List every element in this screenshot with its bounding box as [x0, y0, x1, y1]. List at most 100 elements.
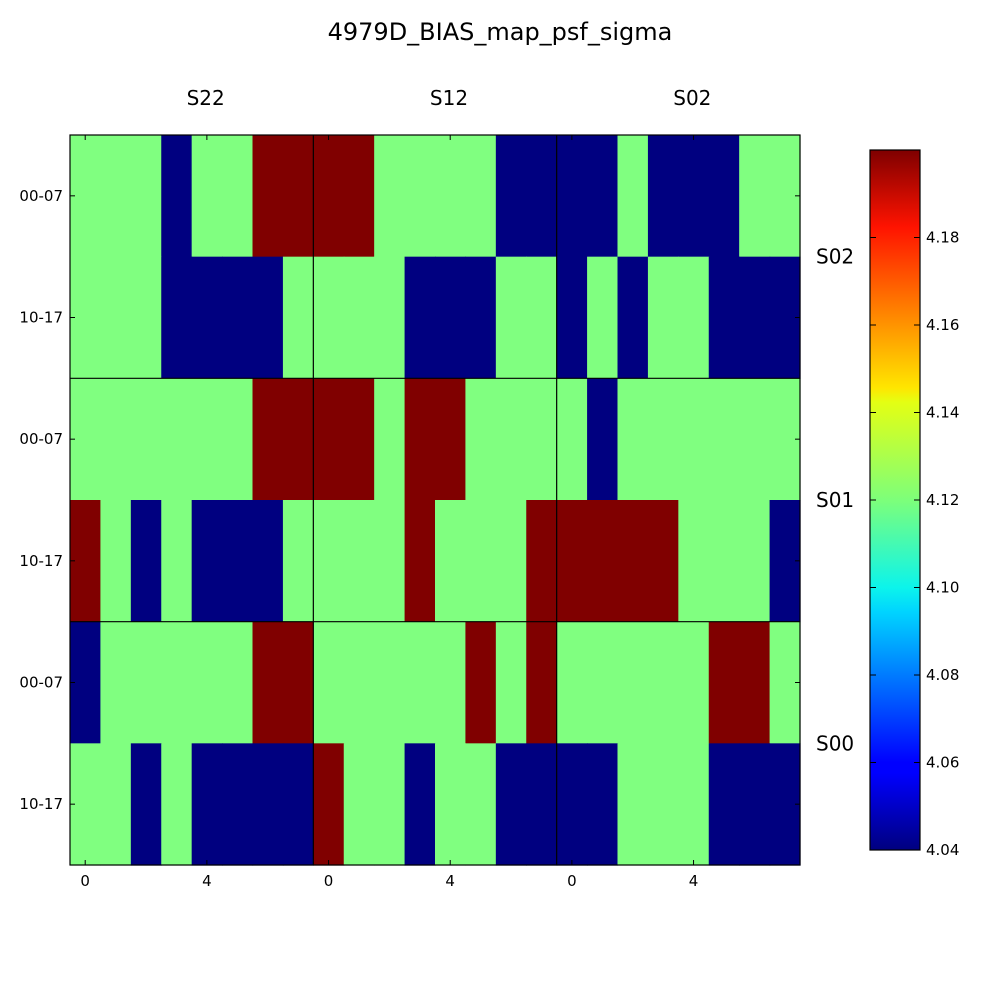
row-group-label: S02: [816, 245, 854, 269]
heatmap-cell: [100, 378, 132, 501]
heatmap-cell: [495, 135, 527, 258]
colorbar-tick-label: 4.04: [926, 841, 959, 859]
heatmap-cell: [404, 256, 436, 379]
column-group-label: S22: [187, 86, 225, 110]
heatmap-cell: [587, 621, 619, 744]
heatmap-cell: [526, 500, 558, 623]
heatmap-cell: [191, 743, 223, 866]
heatmap-cell: [161, 378, 193, 501]
colorbar-gradient: [869, 149, 921, 851]
heatmap-cell: [526, 135, 558, 258]
heatmap-cell: [313, 378, 345, 501]
heatmap-cell: [556, 256, 588, 379]
heatmap-cell: [282, 500, 314, 623]
x-tick-label: 4: [689, 872, 699, 890]
column-group-labels: S22 S12 S02: [187, 86, 712, 110]
heatmap-cell: [191, 500, 223, 623]
heatmap-cell: [617, 135, 649, 258]
heatmap-cell: [222, 378, 254, 501]
heatmap-cell: [678, 256, 710, 379]
heatmap-cell: [282, 378, 314, 501]
heatmap-cell: [130, 621, 162, 744]
colorbar-tick-label: 4.10: [926, 579, 959, 597]
heatmap-cell: [617, 621, 649, 744]
x-tick-label: 4: [445, 872, 455, 890]
heatmap-cell: [222, 743, 254, 866]
heatmap-cell: [435, 743, 467, 866]
heatmap-cell: [161, 256, 193, 379]
heatmap-cell: [678, 500, 710, 623]
heatmap-cell: [647, 135, 679, 258]
heatmap-cell: [313, 500, 345, 623]
heatmap-cell: [587, 256, 619, 379]
heatmap-cell: [435, 500, 467, 623]
heatmap-cell: [343, 135, 375, 258]
heatmap-cell: [526, 743, 558, 866]
heatmap-cell: [465, 500, 497, 623]
heatmap-cell: [343, 378, 375, 501]
y-tick-label: 10-17: [19, 309, 63, 327]
heatmap-cell: [708, 621, 740, 744]
heatmap-cell: [465, 135, 497, 258]
heatmap-cell: [465, 621, 497, 744]
heatmap-cell: [739, 378, 771, 501]
heatmap-cell: [587, 378, 619, 501]
heatmap-cell: [130, 500, 162, 623]
heatmap-cell: [739, 135, 771, 258]
heatmap-cell: [708, 743, 740, 866]
heatmap-cell: [708, 256, 740, 379]
heatmap-cell: [435, 378, 467, 501]
heatmap-cell: [343, 500, 375, 623]
heatmap-cell: [130, 378, 162, 501]
y-tick-label: 10-17: [19, 552, 63, 570]
x-tick-label: 0: [80, 872, 90, 890]
heatmap-cell: [222, 500, 254, 623]
heatmap-cell: [556, 621, 588, 744]
heatmap-cell: [374, 378, 406, 501]
heatmap-cell: [130, 256, 162, 379]
colorbar-tick-label: 4.16: [926, 316, 959, 334]
heatmap-cell: [495, 256, 527, 379]
heatmap-cell: [617, 500, 649, 623]
heatmap-cell: [404, 500, 436, 623]
heatmap-cell: [435, 135, 467, 258]
heatmap-cell: [374, 256, 406, 379]
heatmap-cell: [678, 743, 710, 866]
heatmap-cell: [465, 256, 497, 379]
heatmap-cell: [647, 378, 679, 501]
heatmap-cell: [587, 135, 619, 258]
heatmap-cell: [647, 256, 679, 379]
heatmap-cell: [313, 135, 345, 258]
axis-ticks: 0 4 0 4 0 4 00-07 10-17 00-07 10-17 00-07 10-17: [19, 135, 800, 890]
heatmap-cell: [282, 621, 314, 744]
heatmap-cell: [739, 256, 771, 379]
heatmap-cell: [100, 135, 132, 258]
heatmap-cell: [313, 621, 345, 744]
heatmap-cell: [556, 743, 588, 866]
heatmap-cell: [252, 378, 284, 501]
heatmap-cell: [404, 135, 436, 258]
heatmap-cell: [100, 621, 132, 744]
chart-title: 4979D_BIAS_map_psf_sigma: [328, 18, 673, 46]
column-group-label: S12: [430, 86, 468, 110]
row-group-label: S00: [816, 731, 854, 755]
heatmap-cell: [313, 743, 345, 866]
heatmap-cell: [739, 743, 771, 866]
heatmap-cell: [343, 256, 375, 379]
heatmap-cell: [678, 621, 710, 744]
heatmap-cell: [404, 378, 436, 501]
heatmap-cell: [252, 621, 284, 744]
heatmap-cell: [647, 500, 679, 623]
heatmap-cell: [526, 256, 558, 379]
heatmap-cell: [343, 743, 375, 866]
heatmap-cell: [495, 378, 527, 501]
heatmap-cell: [222, 256, 254, 379]
y-tick-label: 00-07: [19, 430, 63, 448]
heatmap-cell: [587, 743, 619, 866]
heatmap-cell: [556, 378, 588, 501]
heatmap-cell: [708, 500, 740, 623]
heatmap-cell: [130, 135, 162, 258]
heatmap-cell: [100, 743, 132, 866]
heatmap-cell: [252, 256, 284, 379]
